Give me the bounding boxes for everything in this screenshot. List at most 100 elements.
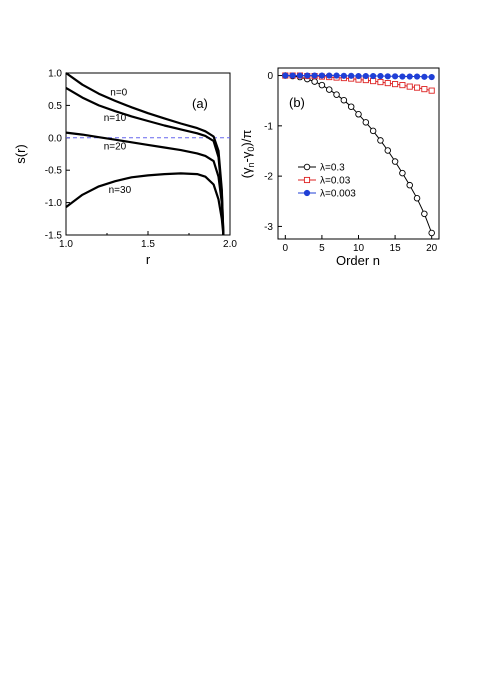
- legend-marker: [303, 189, 311, 197]
- x-tick-label-b: 20: [426, 243, 438, 254]
- y-axis-label-b-sub2: 0: [246, 147, 256, 152]
- data-point: [333, 72, 340, 79]
- data-point: [348, 72, 355, 79]
- y-tick-label-a: -1.0: [45, 198, 63, 209]
- curve-labels-a: n=0 n=10 n=20 n=30: [104, 88, 132, 196]
- series-line: [285, 75, 433, 234]
- data-point: [311, 78, 318, 85]
- data-point: [377, 137, 384, 144]
- data-point: [340, 72, 347, 79]
- legend-label: λ=0.03: [320, 176, 351, 187]
- data-point: [311, 72, 318, 79]
- series-λ=0.003: [282, 72, 435, 81]
- data-point: [421, 73, 428, 80]
- curve-n-20: [65, 131, 225, 236]
- data-point: [384, 73, 391, 80]
- y-tick-label-b: -3: [264, 222, 273, 233]
- x-tick-label-b: 5: [319, 243, 325, 254]
- legend-entry: λ=0.03: [298, 176, 351, 187]
- x-tick-label-b: 15: [390, 243, 402, 254]
- data-point: [282, 72, 289, 79]
- legend-entry: λ=0.003: [298, 189, 356, 200]
- data-point: [340, 96, 348, 104]
- data-point: [318, 81, 326, 89]
- curve-n-10: [65, 86, 225, 236]
- series-λ=0.3: [282, 72, 435, 237]
- y-tick-label-a: -0.5: [45, 166, 63, 177]
- y-tick-label-a: 1.0: [48, 69, 62, 80]
- panel-label-b: (b): [289, 95, 305, 110]
- curve-n-30: [65, 172, 225, 236]
- data-point: [421, 210, 428, 218]
- y-axis-label-b-open: (γ: [239, 167, 254, 178]
- data-point: [377, 72, 384, 80]
- y-axis-label-b-mid: -γ: [239, 151, 254, 162]
- y-axis-label-b-close: )/π: [239, 130, 254, 147]
- panel-label-a: (a): [192, 96, 208, 111]
- chart-b: 0 5 10 15 20 0 -1 -2 -3 λ=0.3 λ=0.03 λ=0.003 (b) O…: [239, 67, 440, 268]
- curve-label-n-0: n=0: [110, 88, 127, 99]
- data-point: [377, 79, 384, 86]
- curve-label-n-10: n=10: [104, 113, 127, 124]
- series-b: [282, 72, 435, 237]
- data-point: [413, 195, 421, 202]
- x-tick-label-a: 1.5: [141, 239, 155, 250]
- data-point: [384, 80, 391, 87]
- data-point: [370, 78, 377, 85]
- data-point: [355, 111, 362, 118]
- y-axis-label-b: (γn-γ0)/π: [239, 130, 256, 179]
- y-axis-label-a: s(r): [13, 144, 28, 164]
- data-point: [355, 72, 362, 80]
- ticks-a: 1.0 1.5 2.0 -1.5 -1.0 -0.5 0.0 0.5 1.0: [45, 69, 238, 251]
- data-point: [421, 86, 428, 93]
- data-point: [325, 86, 333, 93]
- legend-marker: [303, 163, 311, 171]
- data-point: [289, 72, 296, 79]
- data-point: [399, 169, 406, 177]
- plot-frame-b: [277, 67, 440, 240]
- data-point: [406, 83, 413, 90]
- data-point: [362, 119, 370, 126]
- legend-label: λ=0.003: [320, 189, 356, 200]
- curve-label-n-20: n=20: [104, 141, 127, 152]
- data-point: [369, 127, 377, 135]
- x-axis-label-a: r: [146, 252, 151, 267]
- data-point: [391, 73, 399, 80]
- data-point: [362, 72, 369, 80]
- y-tick-label-b: 0: [267, 71, 273, 82]
- data-point: [370, 72, 377, 80]
- y-tick-label-a: 0.0: [48, 133, 62, 144]
- data-point: [406, 73, 413, 80]
- data-point: [399, 82, 406, 89]
- data-point: [333, 91, 340, 98]
- legend-entry: λ=0.3: [298, 163, 345, 174]
- data-point: [326, 72, 333, 79]
- data-point: [428, 73, 435, 81]
- y-axis-label-b-sub1: n: [246, 162, 256, 167]
- y-tick-label-b: -2: [264, 172, 273, 183]
- x-tick-label-b: 10: [353, 243, 365, 254]
- data-point: [399, 73, 406, 80]
- legend-label: λ=0.3: [320, 163, 345, 174]
- curve-label-n-30: n=30: [109, 185, 132, 196]
- data-point: [428, 229, 435, 237]
- data-point: [413, 84, 421, 91]
- legend-b: λ=0.3 λ=0.03 λ=0.003: [298, 163, 356, 200]
- data-point: [347, 103, 355, 110]
- data-point: [391, 158, 399, 165]
- y-tick-label-a: 0.5: [48, 101, 62, 112]
- data-point: [296, 72, 304, 79]
- curves-a: [65, 72, 225, 236]
- x-tick-label-a: 1.0: [59, 239, 73, 250]
- data-point: [318, 72, 326, 79]
- data-point: [384, 147, 392, 154]
- data-point: [406, 181, 413, 189]
- x-tick-label-b: 0: [283, 243, 289, 254]
- data-point: [304, 72, 311, 79]
- legend-marker: [303, 176, 311, 184]
- data-point: [428, 87, 435, 94]
- y-tick-label-a: -1.5: [45, 231, 63, 242]
- curve-n-0: [65, 72, 225, 236]
- data-point: [413, 73, 421, 80]
